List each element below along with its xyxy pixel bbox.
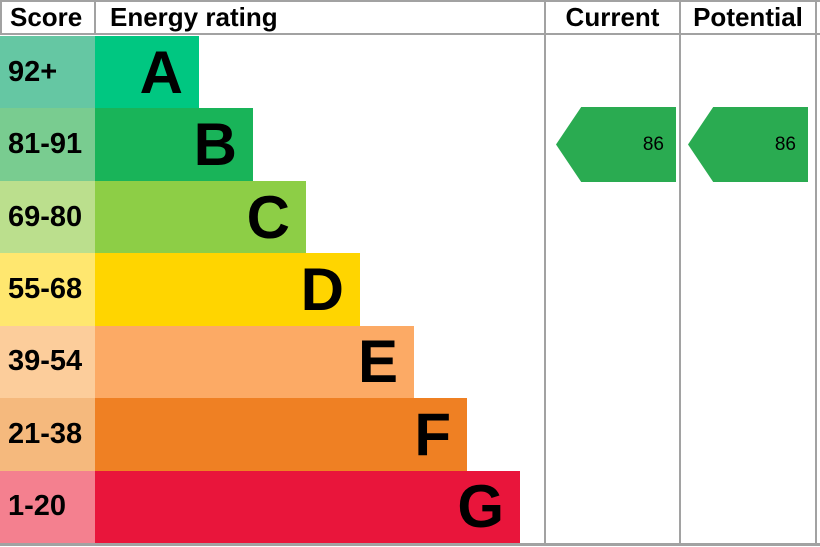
score-range-b: 81-91: [0, 108, 95, 181]
score-range-a: 92+: [0, 36, 95, 109]
score-column-divider: [94, 0, 96, 35]
score-column-header: Score: [10, 2, 83, 32]
score-range-e: 39-54: [0, 325, 95, 399]
current-column-divider: [544, 0, 546, 546]
potential-rating-arrow: 86: [688, 107, 808, 182]
band-bar-e: E: [95, 325, 414, 399]
band-row-f: 21-38 F: [0, 398, 820, 471]
band-bar-a: A: [95, 36, 199, 109]
potential-column-header: Potential: [693, 2, 803, 32]
band-row-e: 39-54 E: [0, 325, 820, 399]
potential-rating-value: 86: [774, 133, 796, 155]
current-rating-value: 86: [642, 133, 664, 155]
rating-bands: 92+ A 81-91 B 69-80 C 55-68 D 39-54 E 21…: [0, 36, 820, 543]
potential-column-divider: [679, 0, 681, 546]
band-row-c: 69-80 C: [0, 180, 820, 254]
band-bar-c: C: [95, 180, 306, 254]
band-row-g: 1-20 G: [0, 470, 820, 543]
current-column-header: Current: [565, 2, 660, 32]
score-range-g: 1-20: [0, 470, 95, 543]
bottom-border: [0, 543, 820, 546]
band-row-a: 92+ A: [0, 36, 820, 109]
band-bar-g: G: [95, 470, 520, 543]
band-bar-d: D: [95, 253, 360, 326]
band-bar-f: F: [95, 398, 467, 471]
band-row-d: 55-68 D: [0, 253, 820, 326]
band-bar-b: B: [95, 108, 253, 181]
score-range-c: 69-80: [0, 180, 95, 254]
right-border: [815, 0, 817, 546]
current-rating-arrow: 86: [556, 107, 676, 182]
left-border: [0, 0, 2, 35]
energy-rating-column-header: Energy rating: [110, 2, 278, 32]
score-range-f: 21-38: [0, 398, 95, 471]
score-range-d: 55-68: [0, 253, 95, 326]
header-divider: [0, 33, 820, 35]
band-row-b: 81-91 B: [0, 108, 820, 181]
top-border: [0, 0, 820, 2]
